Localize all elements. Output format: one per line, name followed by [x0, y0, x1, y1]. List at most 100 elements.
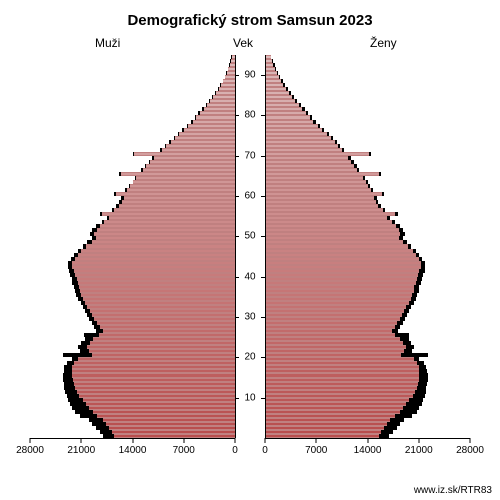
- male-bar: [184, 128, 235, 132]
- male-bar: [100, 325, 235, 329]
- female-bar: [265, 269, 419, 273]
- female-bar: [265, 160, 351, 164]
- y-tick-label: 80: [244, 110, 255, 121]
- male-bar: [171, 140, 235, 144]
- age-row: [30, 176, 470, 180]
- female-bar: [265, 67, 275, 71]
- x-tick-mark: [81, 438, 82, 443]
- male-bar: [210, 99, 235, 103]
- male-bar: [97, 321, 235, 325]
- male-bar: [196, 115, 235, 119]
- male-bar: [124, 196, 235, 200]
- age-row: [30, 224, 470, 228]
- x-tick-mark: [235, 438, 236, 443]
- female-bar: [265, 390, 415, 394]
- female-bar: [265, 63, 273, 67]
- age-row: [30, 305, 470, 309]
- male-bar: [112, 430, 235, 434]
- male-bar: [86, 402, 235, 406]
- female-bar: [265, 91, 289, 95]
- age-row: [30, 422, 470, 426]
- male-bar: [219, 87, 235, 91]
- male-bar: [80, 289, 235, 293]
- female-bar: [265, 418, 390, 422]
- female-bar: [265, 333, 395, 337]
- female-bar: [265, 297, 411, 301]
- x-tick-mark: [183, 438, 184, 443]
- population-pyramid-chart: Demografický strom Samsun 2023 Muži Vek …: [0, 0, 500, 500]
- female-bar: [265, 402, 406, 406]
- male-bar: [97, 414, 235, 418]
- female-bar: [265, 168, 357, 172]
- female-bar: [265, 414, 395, 418]
- x-tick-label: 28000: [16, 445, 44, 456]
- female-bar: [265, 398, 409, 402]
- female-bar: [265, 394, 413, 398]
- female-bar: [265, 240, 403, 244]
- age-row: [30, 144, 470, 148]
- age-row: [30, 261, 470, 265]
- age-row: [30, 265, 470, 269]
- male-bar: [109, 426, 235, 430]
- female-bar: [265, 140, 335, 144]
- male-bar: [94, 232, 235, 236]
- male-bar: [92, 353, 235, 357]
- male-bar: [207, 103, 235, 107]
- male-bar: [72, 265, 235, 269]
- age-row: [30, 325, 470, 329]
- y-axis-male: [235, 55, 236, 438]
- male-bar: [162, 148, 235, 152]
- y-tick-label: 10: [244, 392, 255, 403]
- age-row: [30, 378, 470, 382]
- male-bar: [83, 398, 235, 402]
- age-row: [30, 212, 470, 216]
- age-row: [30, 99, 470, 103]
- x-tick-mark: [316, 438, 317, 443]
- male-bar: [74, 361, 235, 365]
- female-bar: [265, 148, 342, 152]
- male-bar: [89, 349, 235, 353]
- age-row: [30, 297, 470, 301]
- male-bar: [72, 365, 235, 369]
- female-bar: [265, 220, 392, 224]
- female-bar: [265, 430, 381, 434]
- male-bar: [73, 378, 235, 382]
- male-bar: [204, 107, 235, 111]
- age-row: [30, 410, 470, 414]
- age-row: [30, 124, 470, 128]
- age-row: [30, 208, 470, 212]
- female-bar: [265, 99, 295, 103]
- male-bar: [85, 301, 235, 305]
- y-tick-label: 40: [244, 271, 255, 282]
- age-row: [30, 337, 470, 341]
- male-bar: [143, 168, 235, 172]
- female-bar: [265, 107, 302, 111]
- female-bar: [265, 301, 409, 305]
- male-bar: [93, 410, 235, 414]
- female-bar: [265, 277, 417, 281]
- male-bar: [78, 253, 235, 257]
- female-bar: [265, 87, 286, 91]
- age-row: [30, 164, 470, 168]
- female-bar: [265, 124, 318, 128]
- age-row: [30, 414, 470, 418]
- age-row: [30, 103, 470, 107]
- male-bar: [175, 136, 235, 140]
- female-bar: [265, 426, 384, 430]
- female-bar: [265, 236, 399, 240]
- male-bar: [77, 390, 235, 394]
- age-row: [30, 373, 470, 377]
- x-tick-mark: [418, 438, 419, 443]
- female-bar: [265, 79, 281, 83]
- female-bar: [265, 386, 417, 390]
- female-bar: [265, 244, 408, 248]
- x-tick-label: 21000: [67, 445, 95, 456]
- female-bar: [265, 75, 279, 79]
- female-bar: [265, 196, 374, 200]
- female-bar: [265, 164, 354, 168]
- age-row: [30, 172, 470, 176]
- age-row: [30, 418, 470, 422]
- female-bar: [265, 204, 378, 208]
- male-bar: [75, 257, 235, 261]
- male-bar: [72, 261, 235, 265]
